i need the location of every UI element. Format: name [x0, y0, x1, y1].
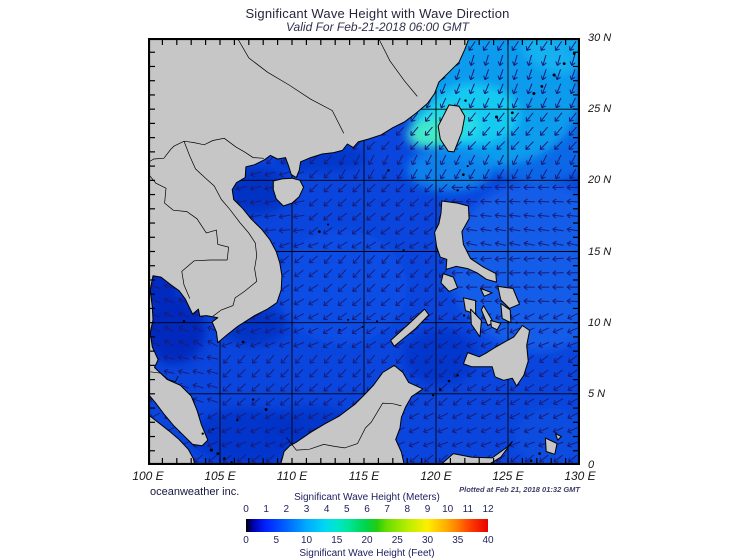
- border-river-south-china-2: [378, 38, 418, 97]
- border-thailand-cambodia: [181, 259, 228, 299]
- meters-tick-label: 1: [263, 504, 269, 515]
- map-canvas: [147, 37, 581, 466]
- border-vietnam-laos-cambodia: [183, 141, 258, 317]
- land-negros: [470, 308, 482, 338]
- land-mindoro: [440, 273, 459, 292]
- land-mindanao: [462, 325, 531, 387]
- land-sumatra: [148, 414, 196, 465]
- colorbar-title-feet: Significant Wave Height (Feet): [299, 548, 435, 559]
- lat-tick-label: 15 N: [588, 245, 612, 258]
- wave-patch-se-corner-mid: [515, 408, 580, 465]
- chart-subtitle: Valid For Feb-21-2018 06:00 GMT: [286, 20, 469, 34]
- wave-patch-gulf-of-thailand-dark: [148, 295, 206, 364]
- lon-tick-label: 110 E: [276, 469, 308, 483]
- land-samar: [497, 285, 520, 309]
- lat-tick-label: 10 N: [588, 316, 612, 329]
- feet-tick-label: 10: [300, 535, 313, 546]
- land-masbate: [480, 288, 493, 297]
- border-malaysia-thailand: [150, 371, 179, 383]
- meters-tick-label: 4: [323, 504, 330, 515]
- wave-patch-luzon-strait-light: [407, 146, 494, 192]
- land-morotai: [555, 433, 562, 441]
- land-borneo: [280, 364, 424, 465]
- border-china-vietnam: [148, 137, 264, 163]
- lon-tick-label: 125 E: [492, 469, 524, 483]
- land-hainan: [272, 177, 304, 207]
- colorbar-gradient: [246, 519, 488, 532]
- feet-tick-label: 20: [361, 535, 373, 546]
- plotted-timestamp: Plotted at Feb 21, 2018 01:32 GMT: [459, 485, 580, 494]
- lat-tick-label: 20 N: [588, 174, 612, 187]
- lat-tick-label: 30 N: [588, 32, 612, 44]
- land-sulawesi-north: [439, 441, 513, 465]
- meters-tick-label: 10: [442, 504, 454, 515]
- lon-tick-label: 130 E: [564, 469, 596, 483]
- feet-tick-label: 15: [331, 535, 343, 546]
- lat-tick-label: 0: [588, 459, 595, 471]
- colorbar-title-meters: Significant Wave Height (Meters): [294, 492, 440, 503]
- border-river-south-china-1: [236, 38, 345, 134]
- feet-tick-label: 30: [421, 535, 434, 546]
- credit-text: oceanweather inc.: [150, 486, 240, 498]
- meters-tick-label: 8: [404, 504, 411, 515]
- meters-tick-label: 9: [424, 504, 431, 515]
- feet-tick-label: 25: [391, 535, 403, 546]
- feet-tick-label: 40: [482, 535, 494, 546]
- feet-tick-label: 35: [452, 535, 464, 546]
- land-leyte: [500, 303, 512, 324]
- border-thailand-laos: [149, 175, 229, 261]
- lat-tick-label: 25 N: [588, 103, 612, 116]
- lon-tick-label: 115 E: [348, 469, 380, 483]
- meters-tick-label: 11: [462, 504, 474, 515]
- land-palawan: [390, 308, 430, 347]
- lat-tick-label: 5 N: [588, 387, 606, 400]
- border-malaysia-indonesia: [285, 402, 402, 451]
- map-svg: [147, 37, 581, 466]
- meters-tick-label: 12: [482, 504, 494, 515]
- wave-patch-ecs-corner: [522, 38, 580, 74]
- lon-tick-label: 120 E: [420, 469, 452, 483]
- land-china-indochina: [148, 38, 470, 447]
- chart-title: Significant Wave Height with Wave Direct…: [245, 6, 510, 21]
- land-halmahera: [544, 437, 558, 455]
- meters-tick-label: 6: [364, 504, 370, 515]
- meters-tick-label: 5: [344, 504, 350, 515]
- feet-tick-label: 5: [273, 535, 280, 546]
- degree-tick-marks: [150, 40, 578, 463]
- lon-tick-label: 105 E: [204, 469, 236, 483]
- lon-tick-label: 100 E: [132, 469, 164, 483]
- land-taiwan: [437, 104, 466, 153]
- meters-tick-label: 7: [384, 504, 390, 515]
- land-luzon: [434, 200, 497, 283]
- land-bohol: [490, 320, 502, 331]
- map-layers: [148, 38, 580, 465]
- meters-tick-label: 2: [283, 504, 290, 515]
- feet-tick-label: 0: [243, 535, 249, 546]
- meters-tick-label: 0: [243, 504, 249, 515]
- meters-tick-label: 3: [303, 504, 310, 515]
